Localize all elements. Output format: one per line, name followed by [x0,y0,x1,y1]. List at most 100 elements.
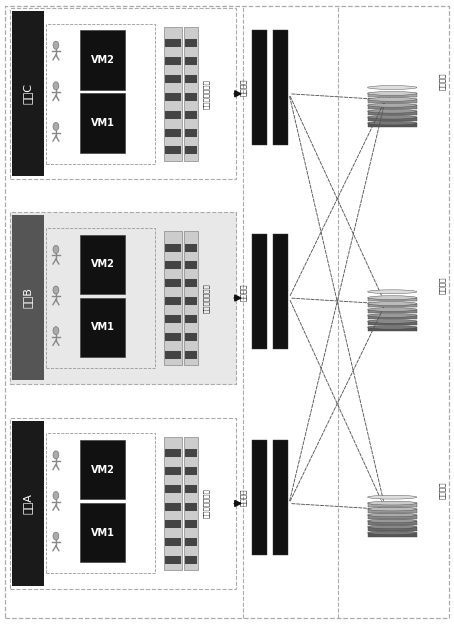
Bar [164,147,181,155]
Bar [164,297,181,305]
Circle shape [53,451,59,459]
Bar [185,110,197,119]
Bar [164,502,181,510]
Text: 磁盘阵列: 磁盘阵列 [439,72,445,90]
Ellipse shape [368,290,417,294]
Ellipse shape [368,525,417,529]
Bar [164,520,181,529]
Bar [164,449,181,457]
Bar [80,31,125,90]
Bar [164,129,181,137]
Bar [185,467,197,475]
Ellipse shape [368,296,417,300]
Bar [185,39,197,47]
Bar [185,520,197,529]
Text: 租户C: 租户C [23,83,33,104]
Circle shape [53,122,59,130]
Bar [163,231,182,365]
Text: VM1: VM1 [91,118,114,128]
Text: VM1: VM1 [91,528,114,538]
Bar [368,123,417,127]
Bar [80,94,125,153]
Bar [273,234,288,349]
Bar [185,449,197,457]
Text: 虚拟存储控制器: 虚拟存储控制器 [203,489,210,519]
Bar [80,235,125,294]
Bar [368,503,417,507]
Ellipse shape [368,121,417,125]
Bar [164,351,181,359]
Bar [368,515,417,519]
Bar [46,434,154,573]
Ellipse shape [368,85,417,89]
Bar [252,440,267,555]
Bar [164,75,181,83]
Bar [185,129,197,137]
Bar [185,243,197,251]
Bar [185,261,197,270]
Bar [80,503,125,562]
Bar [163,437,182,570]
Bar [368,509,417,513]
Bar [368,521,417,525]
Bar [368,298,417,301]
Bar [164,57,181,66]
Bar [164,485,181,493]
Text: 存储隔离: 存储隔离 [241,489,247,506]
Bar [185,297,197,305]
Bar [368,527,417,530]
Ellipse shape [368,531,417,535]
Ellipse shape [368,301,417,306]
Circle shape [53,326,59,334]
Bar [164,280,181,287]
Bar [185,351,197,359]
Bar [164,467,181,475]
Bar [368,94,417,97]
Bar [368,321,417,325]
Text: 磁盘阵列: 磁盘阵列 [439,482,445,499]
Bar [185,485,197,493]
Circle shape [53,82,59,90]
Bar [163,27,182,161]
Text: VM1: VM1 [91,322,114,332]
Circle shape [53,41,59,49]
Bar [185,556,197,564]
Text: 租户A: 租户A [23,493,33,514]
Bar [368,315,417,319]
Circle shape [53,532,59,540]
Bar [368,327,417,331]
Text: 租户B: 租户B [23,288,33,308]
Bar [185,280,197,287]
Bar [46,24,154,164]
Bar [184,27,197,161]
Bar [164,243,181,251]
Bar [252,234,267,349]
Bar [164,93,181,101]
Bar [164,556,181,564]
Bar [10,212,236,384]
Bar [164,333,181,341]
Circle shape [53,286,59,294]
Bar [80,298,125,357]
Bar [80,440,125,499]
Bar [273,440,288,555]
Bar [164,110,181,119]
Bar [185,57,197,66]
Ellipse shape [368,319,417,323]
Bar [185,502,197,510]
Bar [368,117,417,121]
Bar [368,105,417,109]
Bar [164,261,181,270]
Bar [12,11,44,176]
Bar [273,30,288,145]
Bar [184,231,197,365]
Ellipse shape [368,109,417,113]
Ellipse shape [368,519,417,523]
Bar [12,215,44,381]
Text: 磁盘阵列: 磁盘阵列 [439,276,445,294]
Bar [252,30,267,145]
Ellipse shape [368,313,417,318]
Ellipse shape [368,308,417,311]
Bar [368,304,417,308]
Text: 虚拟存储控制器: 虚拟存储控制器 [203,283,210,313]
